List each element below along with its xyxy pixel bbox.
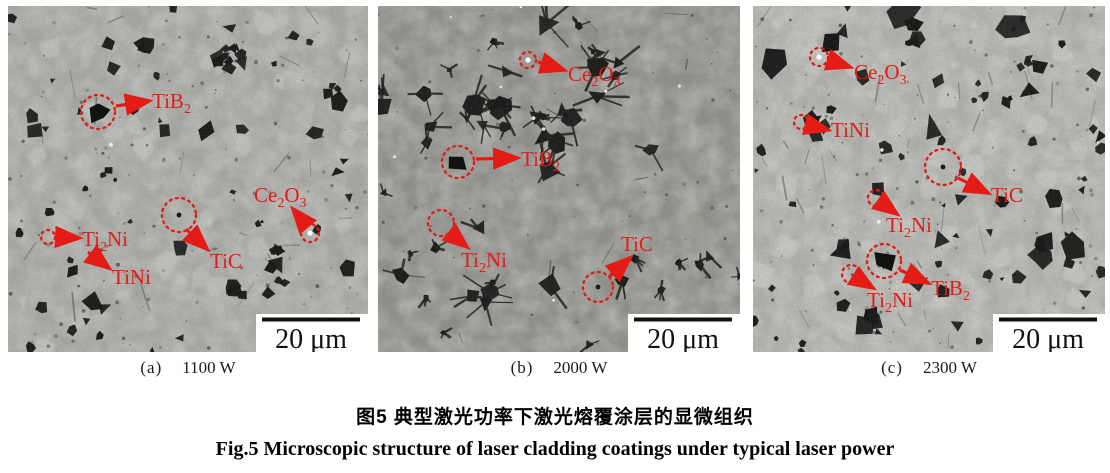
micrograph-panel-c: Ce2O3 TiNi TiC Ti2Ni TiB2 Ti2Ni 20 μm — [753, 6, 1105, 352]
figure-caption-chinese: 图5 典型激光功率下激光熔覆涂层的显微组织 — [356, 407, 754, 428]
annotation-arrow — [604, 254, 634, 283]
micrograph-texture-fine — [8, 6, 368, 352]
annotation-arrow — [441, 223, 471, 251]
annotation-label: TiB2 — [152, 89, 191, 117]
annotation-label: TiC — [210, 249, 242, 273]
dotted-circle — [426, 208, 456, 238]
figure-caption-english: Fig.5 Microscopic structure of laser cla… — [215, 438, 895, 460]
annotation-arrow — [802, 113, 833, 136]
dotted-circle — [79, 93, 117, 131]
phase-annotations: Ce2O3 TiB2 Ti2Ni TiC — [426, 50, 653, 304]
phase-annotation-TiB2: TiB2 — [79, 89, 191, 131]
phase-annotation-Ti2Ni: Ti2Ni — [866, 188, 932, 241]
dotted-circle — [440, 144, 476, 180]
micrograph-texture-fine — [753, 6, 1105, 352]
sem-micrograph-b: Ce2O3 TiB2 Ti2Ni TiC 20 μm — [378, 6, 740, 352]
annotation-arrow — [957, 172, 993, 196]
annotation-arrow — [54, 225, 84, 249]
annotation-label: Ce2O3 — [568, 62, 621, 90]
panel-letter-c: (c) — [881, 358, 903, 377]
scale-bar-text: 20 μm — [647, 324, 719, 352]
annotation-label: TiB2 — [521, 147, 560, 175]
annotation-arrow — [823, 49, 855, 71]
phase-annotation-TiB2: TiB2 — [440, 144, 560, 180]
annotation-label: TiNi — [831, 118, 870, 142]
dark-particle — [176, 212, 182, 218]
annotation-label: Ti2Ni — [461, 248, 507, 276]
annotation-label: TiC — [991, 183, 1023, 207]
panel-power-a: 1100 W — [182, 358, 236, 377]
phase-annotation-TiNi: TiNi — [792, 113, 870, 142]
dotted-circle — [518, 50, 538, 70]
phase-annotation-TiC: TiC — [923, 147, 1023, 207]
panel-caption-a: (a) 1100 W — [8, 358, 368, 378]
annotation-label: Ti2Ni — [867, 288, 913, 316]
dotted-circle — [865, 242, 903, 280]
scale-bar: 20 μm — [628, 314, 740, 352]
dark-particle — [595, 284, 601, 290]
phase-annotation-TiNi: TiNi — [83, 244, 151, 289]
annotation-label: TiB2 — [931, 276, 970, 304]
annotation-arrow — [871, 190, 901, 217]
dotted-circle — [160, 196, 198, 234]
scale-bar-text: 20 μm — [275, 324, 347, 352]
annotation-label: TiNi — [112, 265, 151, 289]
annotation-arrow — [181, 224, 211, 253]
annotation-label: Ti2Ni — [886, 213, 932, 241]
annotation-label: Ce2O3 — [854, 60, 907, 88]
micrograph-texture-fine — [378, 6, 740, 352]
annotation-label: TiC — [621, 232, 653, 256]
panel-letter-a: (a) — [140, 358, 163, 377]
phase-annotations: Ce2O3 TiNi TiC Ti2Ni TiB2 Ti2Ni — [792, 46, 1023, 316]
phase-annotation-Ti2Ni: Ti2Ni — [426, 208, 507, 276]
panel-letter-b: (b) — [510, 358, 534, 377]
panel-power-c: 2300 W — [922, 358, 977, 377]
annotation-arrow — [475, 147, 522, 170]
annotation-arrow — [115, 93, 154, 116]
micrograph-panel-b: Ce2O3 TiB2 Ti2Ni TiC 20 μm — [378, 6, 740, 352]
phase-annotation-TiB2: TiB2 — [865, 242, 970, 304]
dark-particle — [874, 252, 896, 272]
phase-annotation-Ce2O3: Ce2O3 — [518, 50, 621, 90]
phase-annotation-Ce2O3: Ce2O3 — [808, 46, 907, 88]
panel-caption-c: (c) 2300 W — [753, 358, 1105, 378]
annotation-arrow — [899, 262, 933, 286]
micrograph-panel-a: TiB2 Ce2O3 TiC Ti2Ni TiNi 20 μm — [8, 6, 368, 352]
dotted-circle — [581, 270, 615, 304]
phase-annotation-TiC: TiC — [160, 196, 242, 273]
scale-bar-text: 20 μm — [1012, 324, 1084, 352]
bright-particle — [525, 57, 531, 63]
dark-particle — [940, 164, 946, 170]
dotted-circle — [923, 147, 963, 187]
phase-annotation-TiC: TiC — [581, 232, 653, 304]
panel-caption-b: (b) 2000 W — [378, 358, 740, 378]
panel-power-b: 2000 W — [553, 358, 608, 377]
annotation-arrow — [537, 52, 569, 74]
scale-bar: 20 μm — [993, 314, 1105, 352]
dark-particle — [448, 156, 467, 170]
annotation-arrow — [289, 205, 317, 235]
phase-annotation-Ce2O3: Ce2O3 — [254, 183, 321, 244]
dark-particle — [89, 103, 111, 124]
annotation-arrow — [846, 265, 878, 291]
annotation-label: Ce2O3 — [254, 183, 307, 211]
phase-annotation-Ti2Ni: Ti2Ni — [840, 263, 913, 316]
scale-bar: 20 μm — [256, 314, 368, 352]
sem-micrograph-c: Ce2O3 TiNi TiC Ti2Ni TiB2 Ti2Ni 20 μm — [753, 6, 1105, 352]
bright-particle — [307, 230, 313, 236]
annotation-arrow — [83, 244, 113, 271]
bright-particle — [816, 54, 822, 60]
